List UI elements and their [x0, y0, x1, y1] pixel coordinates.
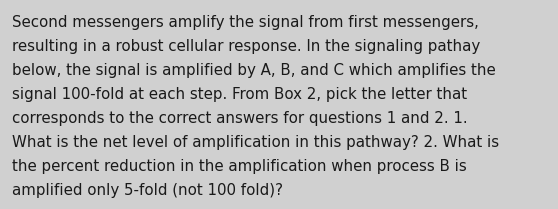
Text: resulting in a robust cellular response. In the signaling pathay: resulting in a robust cellular response.…: [12, 39, 480, 54]
Text: signal 100-fold at each step. From Box 2, pick the letter that: signal 100-fold at each step. From Box 2…: [12, 87, 468, 102]
Text: What is the net level of amplification in this pathway? 2. What is: What is the net level of amplification i…: [12, 135, 499, 150]
Text: corresponds to the correct answers for questions 1 and 2. 1.: corresponds to the correct answers for q…: [12, 111, 468, 126]
Text: amplified only 5-fold (not 100 fold)?: amplified only 5-fold (not 100 fold)?: [12, 183, 283, 198]
Text: Second messengers amplify the signal from first messengers,: Second messengers amplify the signal fro…: [12, 15, 479, 30]
Text: below, the signal is amplified by A, B, and C which amplifies the: below, the signal is amplified by A, B, …: [12, 63, 496, 78]
Text: the percent reduction in the amplification when process B is: the percent reduction in the amplificati…: [12, 159, 467, 174]
